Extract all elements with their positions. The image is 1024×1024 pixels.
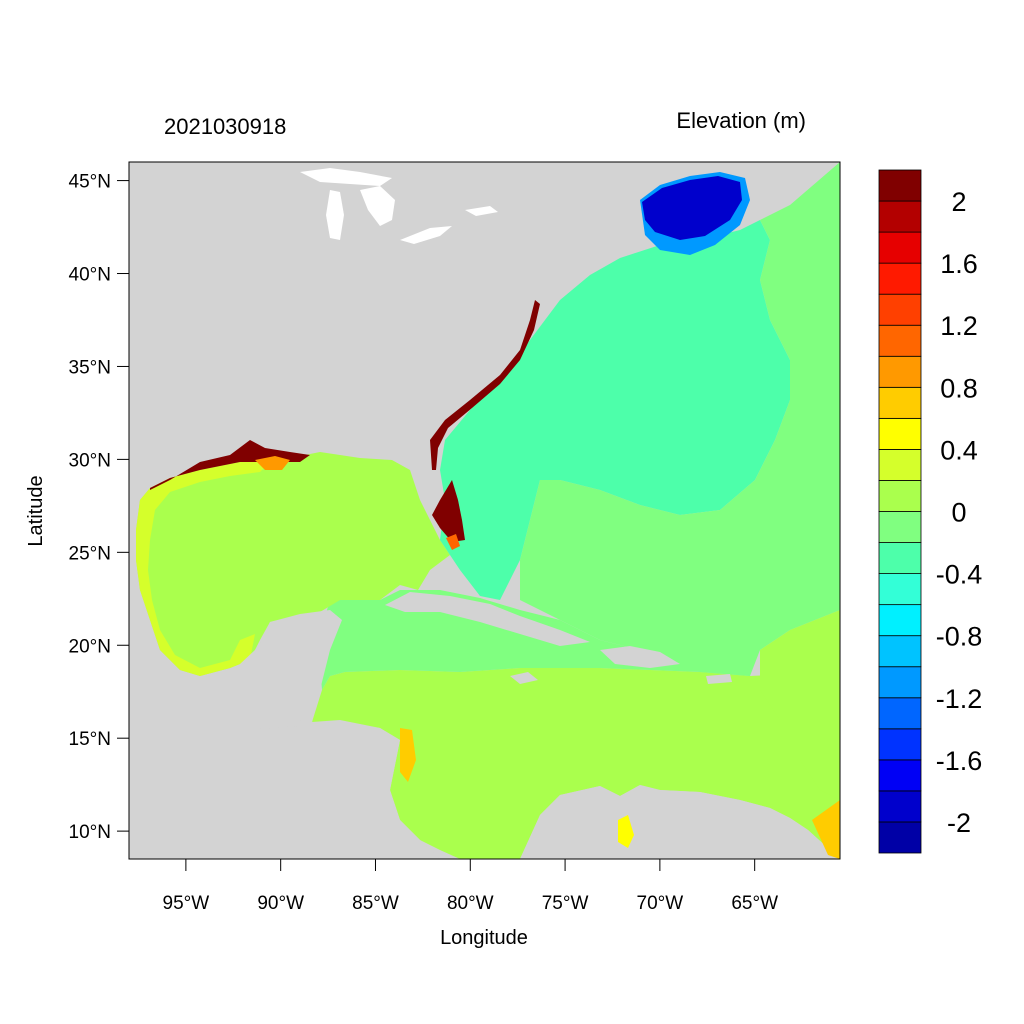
- orinoco-delta-yellow: [812, 800, 840, 859]
- colorbar-swatch: [878, 169, 922, 202]
- colorbar-swatch: [878, 511, 922, 543]
- lon-tick-label: 95°W: [163, 893, 210, 914]
- gulf-of-maine-core: [642, 176, 742, 240]
- jamaica-land: [510, 672, 538, 684]
- florida-positive-surge: [432, 480, 465, 542]
- colorbar-swatch: [878, 821, 922, 854]
- lat-tick-label: 40°N: [69, 265, 111, 286]
- colorbar-label: -2: [947, 808, 971, 838]
- colorbar-swatch: [878, 355, 922, 388]
- lon-tick-label: 85°W: [352, 893, 399, 914]
- colorbar-label: 0.4: [940, 435, 978, 465]
- colorbar-swatch: [878, 200, 922, 233]
- colorbar-label: 0.8: [940, 373, 978, 403]
- colorbar-swatch: [878, 604, 922, 637]
- lake-ontario: [465, 206, 498, 216]
- colorbar-label: 0: [951, 498, 966, 528]
- colorbar-label: -0.8: [936, 622, 983, 652]
- colorbar-label: 1.6: [940, 249, 978, 279]
- colorbar-label: -1.6: [936, 746, 983, 776]
- map-frame: [128, 161, 841, 860]
- lat-tick-label: 15°N: [69, 729, 111, 750]
- lon-tick-label: 90°W: [257, 893, 304, 914]
- louisiana-coast-surge: [150, 440, 310, 490]
- colorbar-swatch: [878, 573, 922, 606]
- colorbar-swatch: [878, 728, 922, 761]
- colorbar-swatch: [878, 449, 922, 481]
- nicaragua-coast-yellow: [400, 728, 416, 782]
- maracaibo-yellow: [618, 815, 634, 848]
- lon-tick-label: 80°W: [447, 893, 494, 914]
- colorbar-label: 2: [951, 187, 966, 217]
- se-atlantic-region: [760, 610, 840, 800]
- lake-erie: [400, 226, 452, 244]
- colorbar-label: -1.2: [936, 684, 983, 714]
- lat-tick-label: 25°N: [69, 543, 111, 564]
- atlantic-region: [440, 220, 790, 600]
- colorbar-swatch: [878, 480, 922, 512]
- eastern-atlantic-region: [520, 162, 840, 676]
- timestamp-label: 2021030918: [164, 114, 286, 139]
- puerto-rico-land: [706, 674, 732, 684]
- colorbar-swatch: [878, 666, 922, 699]
- south-america-land: [520, 785, 840, 859]
- lat-tick-label: 35°N: [69, 357, 111, 378]
- lon-tick-label: 70°W: [637, 893, 684, 914]
- variable-label: Elevation (m): [676, 108, 806, 133]
- colorbar: [878, 169, 922, 854]
- colorbar-swatch: [878, 262, 922, 295]
- colorbar-swatch: [878, 759, 922, 792]
- latitude-ticks: 45°N 40°N 35°N 30°N 25°N 20°N 15°N 10°N: [69, 172, 129, 843]
- hispaniola-land: [600, 646, 680, 668]
- colorbar-swatch: [878, 417, 922, 450]
- lat-tick-label: 20°N: [69, 636, 111, 657]
- colorbar-swatch: [878, 386, 922, 419]
- lat-tick-label: 45°N: [69, 172, 111, 193]
- map-panel: 95°W 90°W 85°W 80°W 75°W 70°W 65°W 45°N 40°N 35°…: [69, 161, 841, 914]
- lake-michigan: [326, 190, 344, 240]
- lat-tick-label: 10°N: [69, 822, 111, 843]
- colorbar-swatch: [878, 635, 922, 668]
- yucatan-land: [240, 610, 342, 722]
- lat-tick-label: 30°N: [69, 450, 111, 471]
- lon-tick-label: 65°W: [731, 893, 778, 914]
- lake-huron: [360, 186, 395, 226]
- colorbar-label: 1.2: [940, 311, 978, 341]
- florida-tip-surge: [446, 534, 460, 550]
- colorbar-label: -0.4: [936, 560, 983, 590]
- colorbar-swatch: [878, 293, 922, 326]
- central-america-land: [129, 720, 440, 859]
- lon-tick-label: 75°W: [542, 893, 589, 914]
- colorbar-swatch: [878, 324, 922, 357]
- louisiana-local-surge: [255, 456, 290, 470]
- x-axis-title: Longitude: [440, 927, 528, 949]
- colorbar-swatch: [878, 231, 922, 264]
- cuba-land: [385, 592, 590, 646]
- colorbar-swatch: [878, 697, 922, 730]
- colorbar-swatch: [878, 790, 922, 823]
- y-axis-title: Latitude: [25, 475, 47, 546]
- longitude-ticks: 95°W 90°W 85°W 80°W 75°W 70°W 65°W: [163, 859, 778, 914]
- colorbar-swatch: [878, 542, 922, 574]
- gulf-of-mexico-region: [136, 452, 450, 676]
- colorbar-labels: 2 1.6 1.2 0.8 0.4 0 -0.4 -0.8 -1.2 -1.6 -2: [936, 187, 983, 838]
- lake-superior: [300, 168, 392, 186]
- caribbean-sea-region: [312, 668, 840, 859]
